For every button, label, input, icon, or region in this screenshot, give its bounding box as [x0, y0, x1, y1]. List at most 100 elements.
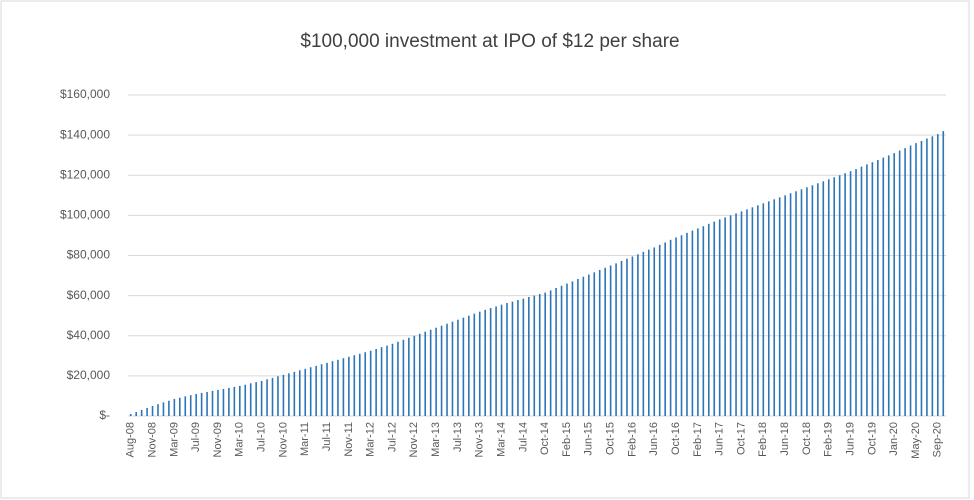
bar [647, 249, 650, 416]
bar [522, 298, 525, 416]
bar [566, 283, 568, 416]
bar [871, 162, 874, 416]
bar [604, 267, 606, 416]
bar [588, 274, 590, 416]
x-tick-label: Mar-09 [168, 422, 180, 457]
bar [484, 309, 486, 416]
bar [457, 319, 459, 416]
bar [162, 402, 165, 416]
x-tick-label: Feb-19 [823, 422, 835, 457]
bar [609, 265, 612, 416]
x-tick-label: Jul-11 [321, 422, 333, 451]
bar [904, 148, 906, 416]
bar [751, 207, 754, 416]
x-tick-label: Feb-16 [626, 422, 638, 457]
bar [435, 327, 437, 416]
bar [293, 371, 296, 416]
bar [855, 169, 857, 416]
y-tick-label: $140,000 [60, 127, 110, 141]
bar [391, 343, 394, 416]
bar [549, 290, 552, 416]
bar [386, 345, 388, 416]
bar [418, 333, 421, 416]
bar [315, 365, 317, 416]
bar [402, 339, 405, 416]
bar [762, 203, 765, 416]
bar [358, 353, 361, 416]
bar [353, 355, 356, 416]
bar [451, 321, 454, 416]
x-tick-label: Oct-16 [670, 422, 682, 455]
bar [778, 197, 781, 416]
bar [838, 175, 841, 416]
x-tick-label: Oct-14 [539, 422, 551, 455]
x-tick-label: Mar-12 [365, 422, 377, 457]
x-tick-label: Mar-13 [430, 422, 442, 457]
bar [866, 164, 868, 416]
bar [718, 219, 721, 416]
bar [179, 397, 181, 416]
bar [282, 374, 285, 416]
bar [926, 138, 928, 416]
bar [658, 244, 661, 416]
bar [691, 230, 694, 416]
x-tick-label: Jun-17 [714, 422, 726, 456]
bar [446, 323, 448, 416]
bar [206, 391, 208, 416]
bar [598, 269, 601, 416]
bar [375, 348, 377, 416]
bar [582, 276, 585, 416]
bar [173, 398, 176, 416]
bar [560, 285, 563, 416]
bar [827, 179, 830, 416]
x-tick-label: Jul-13 [452, 422, 464, 452]
bar [811, 185, 814, 416]
bar [767, 201, 770, 416]
bar [408, 337, 410, 416]
x-tick-label: Oct-15 [605, 422, 617, 455]
bar [462, 317, 465, 416]
bar [424, 331, 427, 416]
chart-title: $100,000 investment at IPO of $12 per sh… [300, 31, 679, 52]
x-tick-label: Mar-14 [495, 422, 507, 457]
bar [806, 187, 808, 416]
bar [189, 395, 192, 416]
bar [773, 199, 776, 416]
bar [615, 263, 617, 416]
bar [729, 215, 732, 416]
bar [320, 364, 323, 416]
y-tick-label: $60,000 [67, 288, 111, 302]
bar [538, 294, 541, 416]
x-tick-label: Nov-13 [474, 422, 486, 457]
x-tick-label: Jun-15 [583, 422, 595, 456]
bar [626, 258, 628, 416]
bar [288, 373, 290, 416]
bar [233, 386, 236, 416]
bar [571, 281, 574, 416]
bar [724, 217, 726, 416]
bar [348, 356, 350, 416]
bar [326, 362, 328, 416]
bar [817, 183, 819, 416]
bar [822, 181, 825, 416]
bar [277, 376, 279, 416]
bar [369, 350, 372, 416]
bar [255, 382, 257, 416]
bar [511, 301, 514, 416]
y-tick-label: $120,000 [60, 167, 110, 181]
x-tick-label: Nov-12 [408, 422, 420, 457]
bar [746, 209, 748, 416]
x-tick-label: Jun-16 [648, 422, 660, 456]
bar [887, 155, 890, 416]
bar [298, 370, 301, 416]
bar [222, 388, 225, 416]
bar [849, 171, 852, 416]
y-tick-label: $160,000 [60, 87, 110, 101]
x-tick-label: Mar-10 [234, 422, 246, 457]
bar [440, 325, 443, 416]
bar [577, 278, 579, 416]
bar [157, 404, 159, 416]
bar [151, 405, 154, 416]
bar [898, 150, 901, 416]
